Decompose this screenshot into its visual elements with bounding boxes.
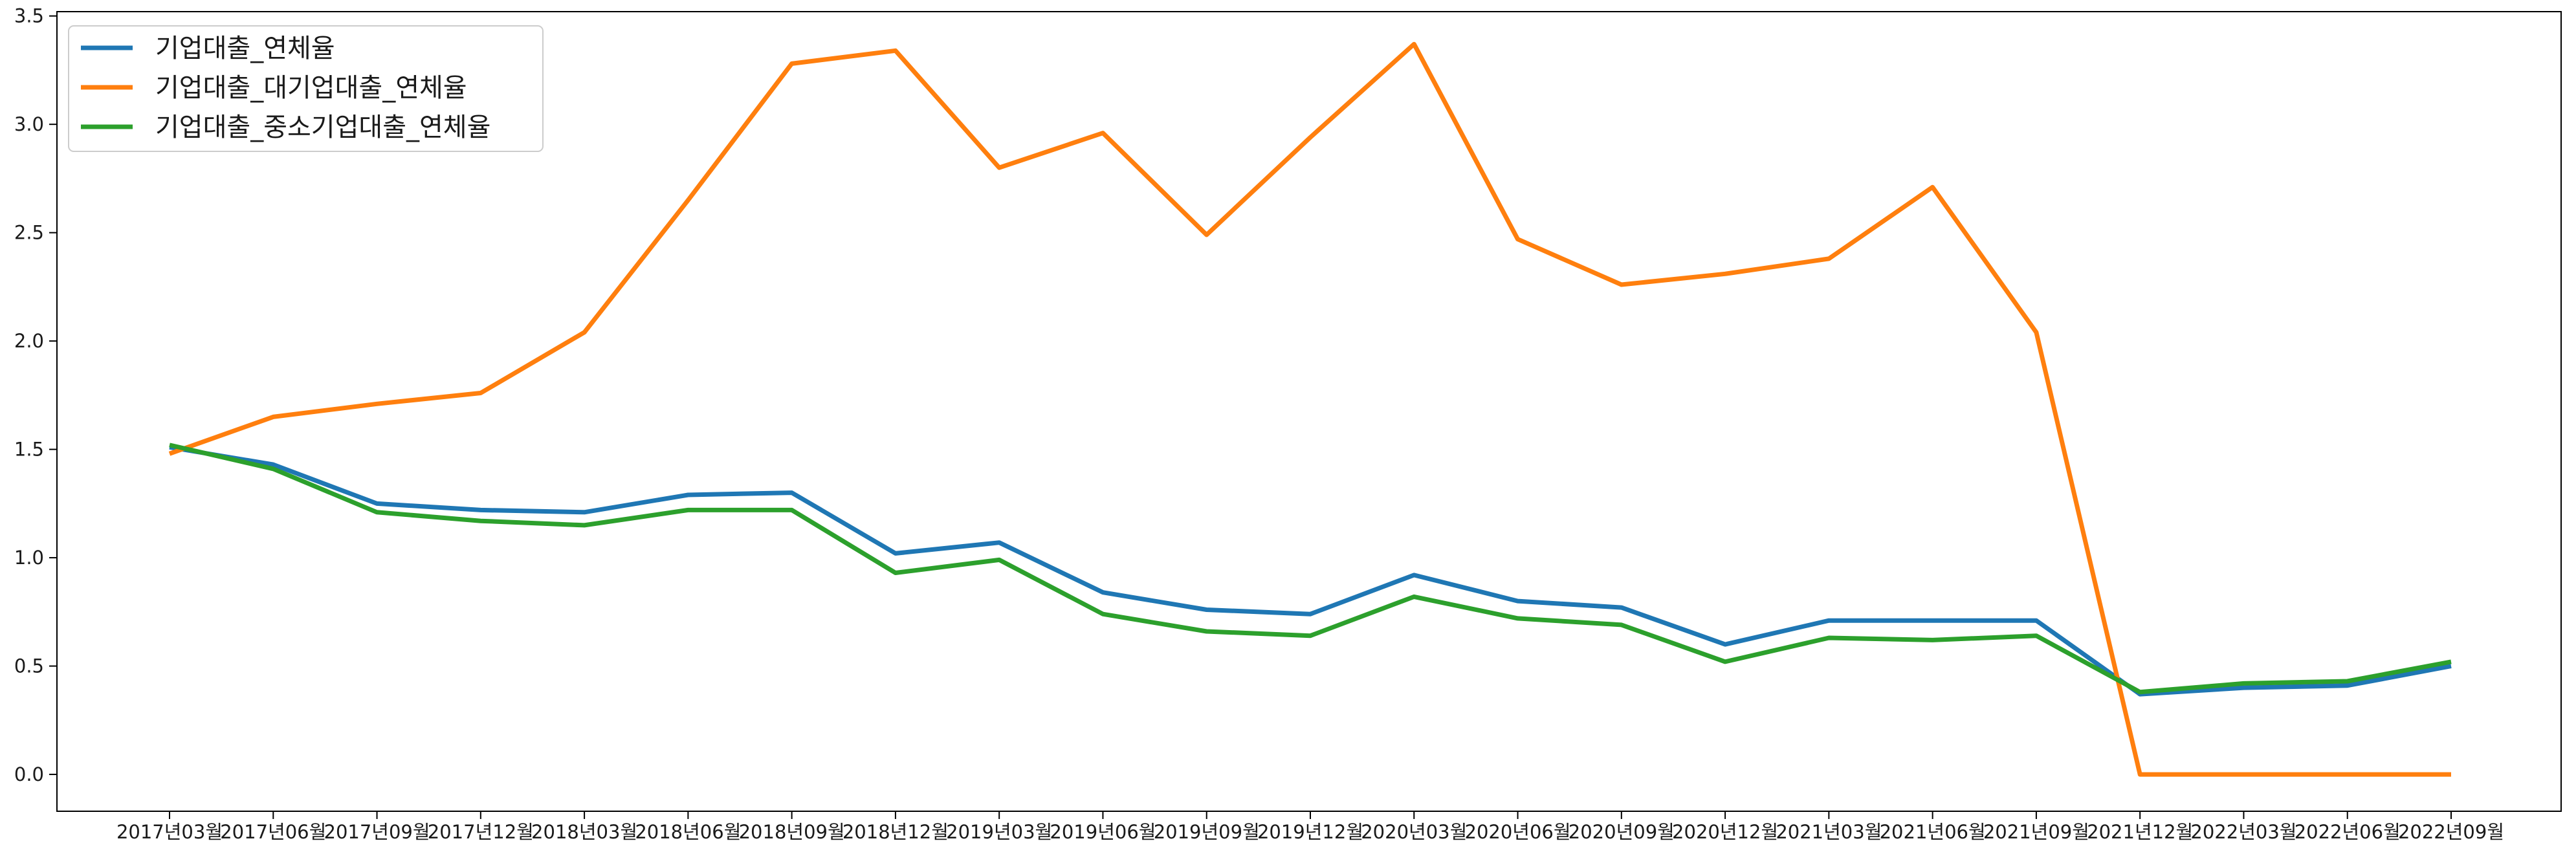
legend-label-1: 기업대출_대기업대출_연체율 bbox=[155, 73, 467, 103]
y-tick-label-0: 0.0 bbox=[14, 763, 44, 785]
x-tick-label-14: 2020년09월 bbox=[1569, 821, 1675, 843]
x-tick-label-18: 2021년09월 bbox=[1983, 821, 2089, 843]
x-axis: 2017년03월2017년06월2017년09월2017년12월2018년03월… bbox=[116, 811, 2504, 843]
x-tick-label-19: 2021년12월 bbox=[2087, 821, 2193, 843]
legend-label-2: 기업대출_중소기업대출_연체율 bbox=[155, 113, 490, 142]
series-lines bbox=[168, 41, 2452, 777]
x-tick-label-10: 2019년09월 bbox=[1154, 821, 1260, 843]
x-tick-label-12: 2020년03월 bbox=[1361, 821, 1467, 843]
x-tick-label-6: 2018년09월 bbox=[739, 821, 845, 843]
legend-label-0: 기업대출_연체율 bbox=[155, 34, 335, 63]
x-tick-label-16: 2021년03월 bbox=[1776, 821, 1882, 843]
x-tick-label-7: 2018년12월 bbox=[842, 821, 949, 843]
legend: 기업대출_연체율 기업대출_대기업대출_연체율 기업대출_중소기업대출_연체율 bbox=[68, 25, 544, 152]
x-tick-label-15: 2020년12월 bbox=[1672, 821, 1778, 843]
x-tick-label-4: 2018년03월 bbox=[531, 821, 637, 843]
x-tick-label-2: 2017년09월 bbox=[324, 821, 430, 843]
series-line-1 bbox=[168, 41, 2451, 777]
y-tick-label-1: 0.5 bbox=[14, 655, 44, 677]
legend-box bbox=[68, 25, 544, 152]
plot-frame bbox=[56, 11, 2562, 812]
y-axis: 0.0 0.5 1.0 1.5 2.0 2.5 3.0 3.5 bbox=[14, 5, 57, 785]
x-tick-label-17: 2021년06월 bbox=[1880, 821, 1986, 843]
x-tick-label-13: 2020년06월 bbox=[1465, 821, 1571, 843]
x-tick-label-8: 2019년03월 bbox=[946, 821, 1052, 843]
y-tick-label-5: 2.5 bbox=[14, 222, 44, 244]
y-tick-label-2: 1.0 bbox=[14, 547, 44, 569]
x-tick-label-21: 2022년06월 bbox=[2295, 821, 2401, 843]
x-tick-label-22: 2022년09월 bbox=[2398, 821, 2504, 843]
x-tick-label-9: 2019년06월 bbox=[1050, 821, 1156, 843]
x-tick-label-20: 2022년03월 bbox=[2190, 821, 2296, 843]
y-tick-label-3: 1.5 bbox=[14, 439, 44, 461]
x-tick-label-0: 2017년03월 bbox=[116, 821, 223, 843]
x-tick-label-3: 2017년12월 bbox=[428, 821, 534, 843]
y-tick-label-6: 3.0 bbox=[14, 113, 44, 135]
x-tick-label-1: 2017년06월 bbox=[220, 821, 326, 843]
series-line-0 bbox=[169, 444, 2452, 697]
y-tick-label-4: 2.0 bbox=[14, 330, 44, 352]
x-tick-label-11: 2019년12월 bbox=[1257, 821, 1363, 843]
series-line-2 bbox=[169, 442, 2452, 695]
y-tick-label-7: 3.5 bbox=[14, 5, 44, 27]
x-tick-label-5: 2018년06월 bbox=[635, 821, 741, 843]
